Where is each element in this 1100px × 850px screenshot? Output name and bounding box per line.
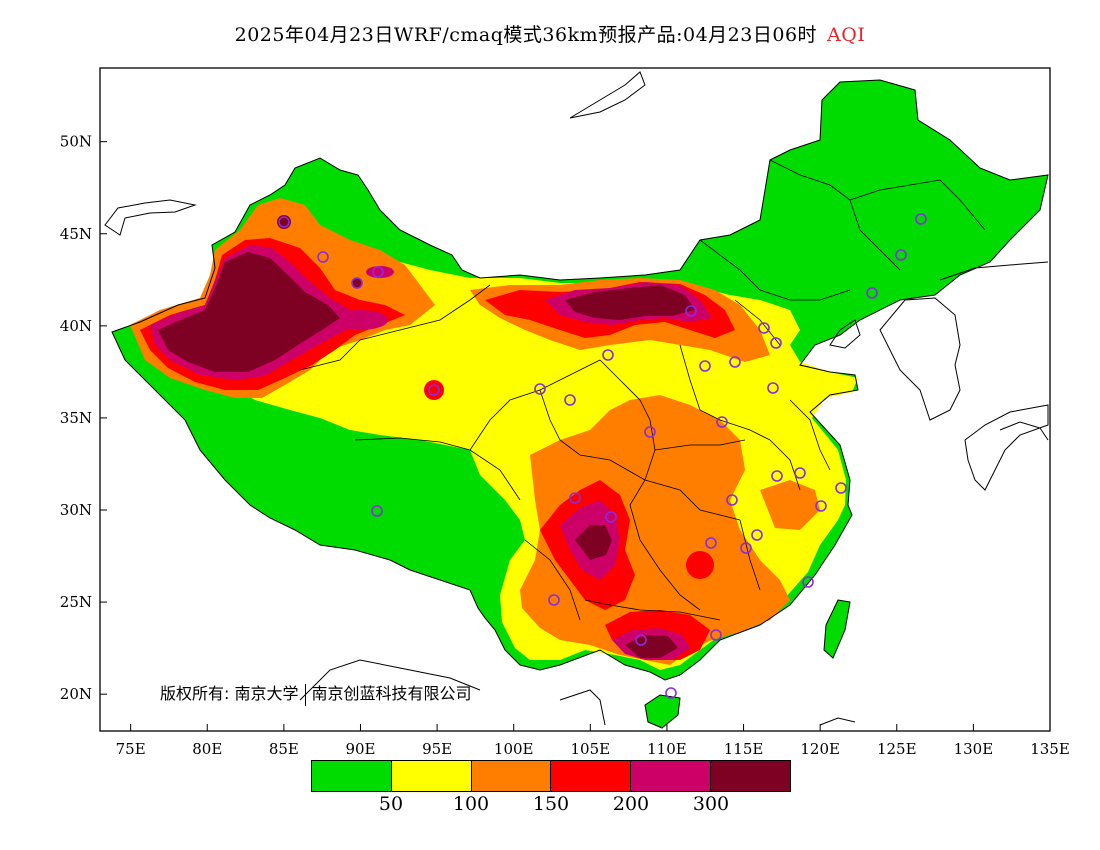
aqi-area-taiwan <box>824 600 850 658</box>
lon-tick-label: 135E <box>1030 740 1070 758</box>
legend-label: 100 <box>452 793 490 815</box>
lon-tick-label: 80E <box>192 740 222 758</box>
legend-label: 50 <box>378 793 404 815</box>
title-variable: AQI <box>827 24 866 46</box>
map-title: 2025年04月23日WRF/cmaq模式36km预报产品:04月23日06时 A… <box>0 20 1100 47</box>
aqi-area-hainan <box>645 695 680 728</box>
lon-tick-label: 100E <box>494 740 534 758</box>
lat-tick-label: 45N <box>60 225 92 243</box>
city-marker <box>758 322 770 334</box>
lat-tick-label: 25N <box>60 593 92 611</box>
city-marker <box>767 382 779 394</box>
city-marker <box>548 594 560 606</box>
city-marker <box>770 337 782 349</box>
city-marker <box>371 505 383 517</box>
lat-tick-label: 20N <box>60 685 92 703</box>
title-main: 2025年04月23日WRF/cmaq模式36km预报产品:04月23日06时 <box>234 24 818 46</box>
aqi-legend-labels: 50 100 150 200 300 <box>0 793 1100 817</box>
aqi-spot-zhengzhou <box>686 551 714 579</box>
city-marker <box>794 467 806 479</box>
legend-swatch <box>390 761 471 791</box>
legend-swatch <box>550 761 631 791</box>
aqi-color-legend <box>311 760 791 792</box>
copyright-org-nju: 南京大学 <box>234 684 299 703</box>
city-marker <box>751 529 763 541</box>
city-marker <box>569 492 581 504</box>
coastlines <box>104 71 1049 729</box>
map-frame <box>99 67 1051 732</box>
city-marker <box>740 542 752 554</box>
legend-label: 300 <box>692 793 730 815</box>
legend-swatch <box>710 761 790 791</box>
map-axes: 75E 80E 85E 90E 95E 100E 105E 110E 115E 120E 125E 1… <box>60 133 1070 758</box>
city-marker <box>771 470 783 482</box>
copyright-notice: 版权所有: 南京大学 南京创蓝科技有限公司 <box>160 680 472 706</box>
city-marker <box>564 394 576 406</box>
legend-swatch <box>312 761 391 791</box>
legend-swatch <box>630 761 711 791</box>
province-borders <box>299 159 986 621</box>
city-marker <box>726 494 738 506</box>
lat-tick-label: 50N <box>60 133 92 151</box>
city-marker <box>351 277 363 289</box>
city-marker <box>835 482 847 494</box>
city-marker <box>428 384 440 396</box>
city-marker <box>866 287 878 299</box>
city-marker <box>372 266 384 278</box>
lon-tick-label: 115E <box>724 740 764 758</box>
aqi-area-hazardous-west <box>158 252 340 372</box>
lat-tick-label: 40N <box>60 317 92 335</box>
city-marker <box>815 500 827 512</box>
city-marker <box>602 349 614 361</box>
aqi-spot-hami <box>366 266 394 278</box>
lon-tick-label: 105E <box>571 740 611 758</box>
city-marker <box>635 634 647 646</box>
lon-tick-label: 120E <box>800 740 840 758</box>
aqi-area-hazardous-south <box>625 635 678 658</box>
city-marker <box>729 356 741 368</box>
lon-tick-label: 85E <box>269 740 299 758</box>
lon-tick-label: 90E <box>345 740 375 758</box>
aqi-area-usg-east <box>760 480 820 530</box>
lon-tick-label: 125E <box>877 740 917 758</box>
copyright-separator <box>304 683 306 706</box>
city-marker <box>710 629 722 641</box>
copyright-org-company: 南京创蓝科技有限公司 <box>311 684 472 703</box>
city-marker <box>716 416 728 428</box>
city-marker <box>699 360 711 372</box>
aqi-spot-hazard-b <box>352 278 362 288</box>
lat-tick-label: 35N <box>60 409 92 427</box>
city-marker <box>665 687 677 699</box>
city-marker <box>278 216 290 228</box>
city-marker <box>915 213 927 225</box>
city-marker <box>802 576 814 588</box>
aqi-area-hazardous-north <box>565 285 695 320</box>
aqi-area-hazardous-sw <box>575 525 612 560</box>
lon-tick-label: 95E <box>422 740 452 758</box>
lon-tick-label: 110E <box>647 740 687 758</box>
city-marker <box>644 426 656 438</box>
legend-label: 200 <box>612 793 650 815</box>
lat-tick-label: 30N <box>60 501 92 519</box>
city-marker <box>317 251 329 263</box>
legend-label: 150 <box>532 793 570 815</box>
copyright-label: 版权所有: <box>160 684 230 703</box>
city-marker <box>685 305 697 317</box>
aqi-spot-tuha <box>332 310 388 330</box>
lon-tick-label: 75E <box>116 740 146 758</box>
city-markers <box>278 213 927 699</box>
city-marker <box>605 511 617 523</box>
lon-tick-label: 130E <box>954 740 994 758</box>
legend-swatch <box>470 761 551 791</box>
city-marker <box>534 383 546 395</box>
aqi-spot-qinghai <box>424 380 444 400</box>
city-marker <box>895 249 907 261</box>
city-marker <box>705 537 717 549</box>
